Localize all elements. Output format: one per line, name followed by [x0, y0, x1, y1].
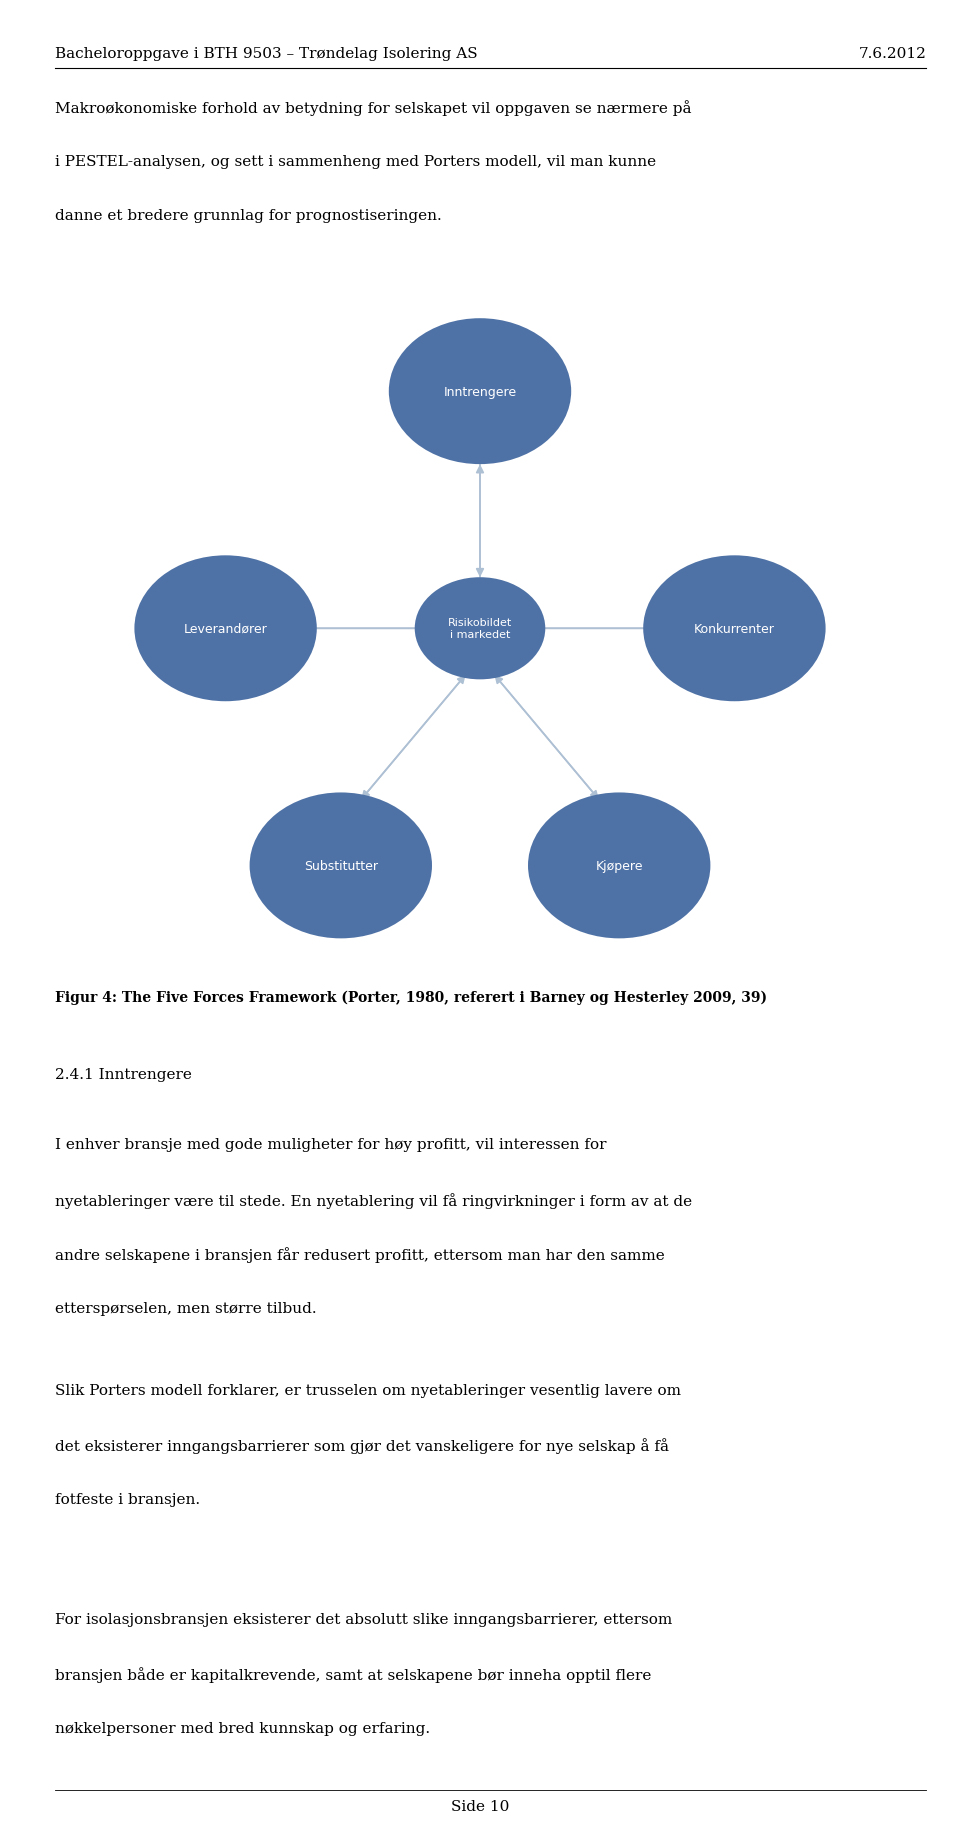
Text: det eksisterer inngangsbarrierer som gjør det vanskeligere for nye selskap å få: det eksisterer inngangsbarrierer som gjø… [55, 1438, 669, 1453]
Text: Risikobildet
i markedet: Risikobildet i markedet [448, 618, 512, 640]
Text: Konkurrenter: Konkurrenter [694, 622, 775, 636]
Text: Substitutter: Substitutter [303, 859, 378, 873]
Text: Inntrengere: Inntrengere [444, 385, 516, 399]
Text: nyetableringer være til stede. En nyetablering vil få ringvirkninger i form av a: nyetableringer være til stede. En nyetab… [55, 1192, 692, 1209]
Text: 7.6.2012: 7.6.2012 [858, 47, 926, 62]
Ellipse shape [134, 556, 317, 702]
Text: I enhver bransje med gode muligheter for høy profitt, vil interessen for: I enhver bransje med gode muligheter for… [55, 1138, 606, 1152]
Text: andre selskapene i bransjen får redusert profitt, ettersom man har den samme: andre selskapene i bransjen får redusert… [55, 1247, 664, 1263]
Text: fotfeste i bransjen.: fotfeste i bransjen. [55, 1493, 200, 1506]
Text: Bacheloroppgave i BTH 9503 – Trøndelag Isolering AS: Bacheloroppgave i BTH 9503 – Trøndelag I… [55, 47, 477, 62]
Text: i PESTEL-analysen, og sett i sammenheng med Porters modell, vil man kunne: i PESTEL-analysen, og sett i sammenheng … [55, 155, 656, 170]
Text: Makroøkonomiske forhold av betydning for selskapet vil oppgaven se nærmere på: Makroøkonomiske forhold av betydning for… [55, 100, 691, 117]
Ellipse shape [415, 578, 545, 680]
Ellipse shape [528, 793, 710, 939]
Ellipse shape [643, 556, 826, 702]
Text: Figur 4: The Five Forces Framework (Porter, 1980, referert i Barney og Hesterley: Figur 4: The Five Forces Framework (Port… [55, 990, 767, 1004]
Text: Kjøpere: Kjøpere [595, 859, 643, 873]
Text: etterspørselen, men større tilbud.: etterspørselen, men større tilbud. [55, 1302, 317, 1314]
Text: Side 10: Side 10 [451, 1799, 509, 1814]
Ellipse shape [389, 319, 571, 465]
Text: danne et bredere grunnlag for prognostiseringen.: danne et bredere grunnlag for prognostis… [55, 210, 442, 224]
Text: nøkkelpersoner med bred kunnskap og erfaring.: nøkkelpersoner med bred kunnskap og erfa… [55, 1721, 430, 1735]
Text: Leverandører: Leverandører [183, 622, 268, 636]
Text: bransjen både er kapitalkrevende, samt at selskapene bør inneha opptil flere: bransjen både er kapitalkrevende, samt a… [55, 1666, 651, 1683]
Text: Slik Porters modell forklarer, er trusselen om nyetableringer vesentlig lavere o: Slik Porters modell forklarer, er trusse… [55, 1384, 681, 1396]
Ellipse shape [250, 793, 432, 939]
Text: 2.4.1 Inntrengere: 2.4.1 Inntrengere [55, 1066, 192, 1081]
Text: For isolasjonsbransjen eksisterer det absolutt slike inngangsbarrierer, ettersom: For isolasjonsbransjen eksisterer det ab… [55, 1612, 672, 1626]
